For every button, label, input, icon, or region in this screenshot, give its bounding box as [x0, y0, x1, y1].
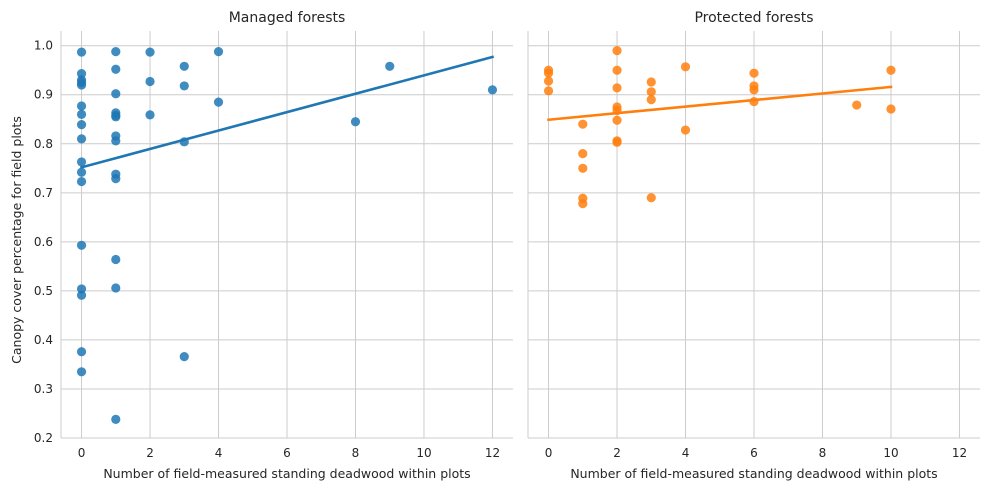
y-tick-label: 0.8 — [34, 137, 53, 151]
data-point — [852, 100, 862, 110]
y-tick-label: 0.4 — [34, 333, 53, 347]
data-point — [612, 115, 622, 125]
y-tick-label: 0.5 — [34, 284, 53, 298]
data-point — [76, 284, 87, 294]
data-point — [578, 148, 588, 159]
data-point — [145, 76, 155, 87]
y-axis-label: Canopy cover percentage for field plots — [9, 116, 24, 364]
data-point — [111, 89, 121, 99]
data-point — [578, 119, 588, 129]
panel-title: Managed forests — [229, 10, 346, 26]
x-tick-label: 6 — [750, 446, 758, 460]
x-tick-label: 10 — [883, 446, 898, 460]
x-tick-label: 8 — [352, 446, 360, 460]
data-point — [76, 347, 87, 357]
data-point — [646, 95, 656, 105]
data-point — [76, 167, 87, 177]
data-point — [612, 46, 622, 56]
panel-protected-forests: Protected forests 0 2 4 6 8 10 12 Number of fi… — [527, 10, 980, 481]
panel-title: Protected forests — [694, 10, 813, 26]
data-point — [646, 193, 656, 203]
data-point — [179, 81, 189, 91]
x-tick-label: 12 — [952, 446, 967, 460]
data-point — [76, 120, 87, 130]
data-point — [76, 69, 87, 79]
data-point — [543, 68, 554, 78]
data-point — [145, 110, 155, 120]
data-point — [385, 61, 395, 71]
x-tick-label: 12 — [485, 446, 500, 460]
data-point — [543, 86, 554, 96]
y-tick-label: 0.6 — [34, 235, 53, 249]
data-point — [886, 65, 896, 75]
data-point — [578, 163, 588, 173]
data-point — [680, 125, 691, 135]
data-point — [76, 134, 87, 144]
x-tick-label: 0 — [545, 446, 553, 460]
data-point — [76, 101, 87, 111]
x-tick-label: 0 — [78, 446, 86, 460]
data-point — [76, 80, 87, 90]
regression-line — [547, 85, 893, 122]
data-point — [76, 290, 87, 300]
data-point — [111, 173, 121, 184]
x-tick-label: 2 — [146, 446, 154, 460]
x-axis-label: Number of field-measured standing deadwo… — [570, 466, 937, 481]
data-point — [543, 76, 554, 86]
data-point — [612, 83, 622, 93]
data-point — [749, 85, 759, 95]
y-tick-label: 0.2 — [34, 431, 53, 445]
data-point — [487, 85, 498, 95]
x-tick-label: 4 — [682, 446, 690, 460]
data-point — [612, 137, 622, 147]
data-point — [145, 47, 155, 57]
data-point — [111, 46, 121, 57]
y-tick-label: 0.9 — [34, 88, 53, 102]
y-tick-label: 0.7 — [34, 186, 53, 200]
data-point — [111, 254, 121, 265]
data-point — [111, 283, 121, 293]
data-point — [111, 136, 121, 146]
data-point — [111, 414, 121, 424]
data-point — [179, 352, 189, 362]
data-point — [111, 64, 121, 74]
panel-managed-forests: Managed forests 0 2 4 6 8 10 12 0.2 0.3 0.4 0.5 0.6… — [9, 10, 513, 481]
data-point — [680, 62, 691, 72]
x-tick-label: 8 — [819, 446, 827, 460]
data-point — [76, 367, 87, 377]
data-point — [646, 77, 656, 87]
x-axis-label: Number of field-measured standing deadwo… — [103, 466, 470, 481]
data-point — [76, 240, 87, 250]
data-point — [76, 157, 87, 167]
data-point — [749, 68, 759, 78]
x-tick-label: 6 — [283, 446, 291, 460]
y-tick-label: 1.0 — [34, 39, 53, 53]
regression-line — [79, 55, 495, 169]
x-tick-label: 2 — [613, 446, 621, 460]
data-point — [646, 87, 656, 97]
data-point — [76, 47, 87, 57]
plot-area: 0 2 4 6 8 10 12 — [527, 31, 980, 460]
data-point — [886, 104, 896, 114]
data-point — [612, 65, 622, 75]
data-point — [76, 109, 87, 119]
data-point — [179, 61, 189, 71]
data-point — [350, 117, 361, 127]
x-tick-label: 4 — [215, 446, 223, 460]
data-point — [76, 176, 87, 187]
data-point — [213, 46, 224, 57]
data-point — [578, 199, 588, 209]
y-tick-label: 0.3 — [34, 382, 53, 396]
data-point — [213, 97, 224, 107]
plot-area: 0 2 4 6 8 10 12 0.2 0.3 0.4 0.5 0.6 0.7 0.8 0.9 1.0 — [34, 31, 513, 460]
x-tick-label: 10 — [416, 446, 431, 460]
data-point — [111, 112, 121, 122]
